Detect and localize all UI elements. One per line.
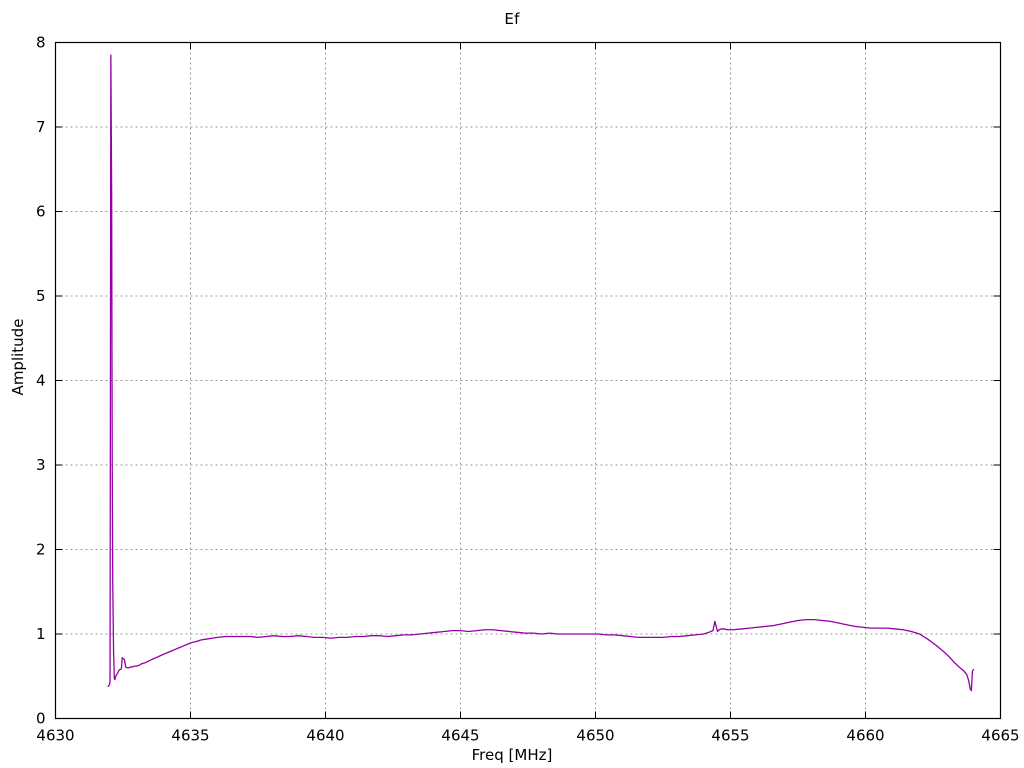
chart-title: Ef (504, 10, 520, 28)
svg-text:4630: 4630 (36, 727, 74, 745)
svg-text:8: 8 (36, 34, 46, 52)
svg-text:5: 5 (36, 287, 46, 305)
svg-text:4645: 4645 (441, 727, 479, 745)
svg-text:4655: 4655 (711, 727, 749, 745)
svg-text:7: 7 (36, 118, 46, 136)
data-series (107, 54, 975, 692)
svg-text:2: 2 (36, 541, 46, 559)
svg-text:4660: 4660 (846, 727, 884, 745)
svg-text:4640: 4640 (306, 727, 344, 745)
svg-text:6: 6 (36, 203, 46, 221)
svg-text:3: 3 (36, 456, 46, 474)
svg-text:4650: 4650 (576, 727, 614, 745)
svg-text:4665: 4665 (981, 727, 1019, 745)
svg-text:0: 0 (36, 710, 46, 728)
x-axis-label: Freq [MHz] (471, 746, 553, 764)
tick-labels: 4630 4635 4640 4645 4650 4655 4660 4665 0 1 2 3 4 5 6 7… (36, 34, 1020, 745)
plot-frame (54, 41, 1002, 720)
svg-text:4635: 4635 (171, 727, 209, 745)
svg-text:4: 4 (36, 372, 46, 390)
svg-text:1: 1 (36, 625, 46, 643)
grid-lines (55, 42, 1001, 719)
